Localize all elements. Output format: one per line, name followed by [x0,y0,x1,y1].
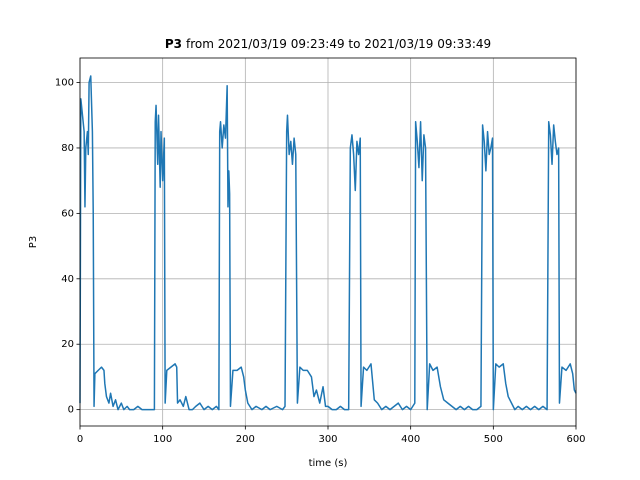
chart-title: P3 from 2021/03/19 09:23:49 to 2021/03/19… [165,37,491,51]
y-tick-label: 20 [61,339,74,350]
x-tick-label: 300 [318,434,337,445]
x-axis-label: time (s) [309,458,348,469]
y-tick-label: 40 [61,274,74,285]
y-tick-label: 0 [68,405,74,416]
title-bold: P3 [165,37,182,51]
title-text: from 2021/03/19 09:23:49 to 2021/03/19 0… [186,37,491,51]
x-tick-label: 400 [401,434,420,445]
y-tick-label: 100 [55,78,74,89]
data-line [79,75,577,411]
x-tick-label: 100 [153,434,172,445]
y-axis-label: P3 [28,236,39,248]
x-tick-label: 0 [77,434,83,445]
y-tick-label: 80 [61,143,74,154]
x-tick-label: 500 [484,434,503,445]
y-tick-label: 60 [61,208,74,219]
x-tick-label: 200 [236,434,255,445]
x-tick-label: 600 [566,434,585,445]
plot-frame [79,57,577,427]
